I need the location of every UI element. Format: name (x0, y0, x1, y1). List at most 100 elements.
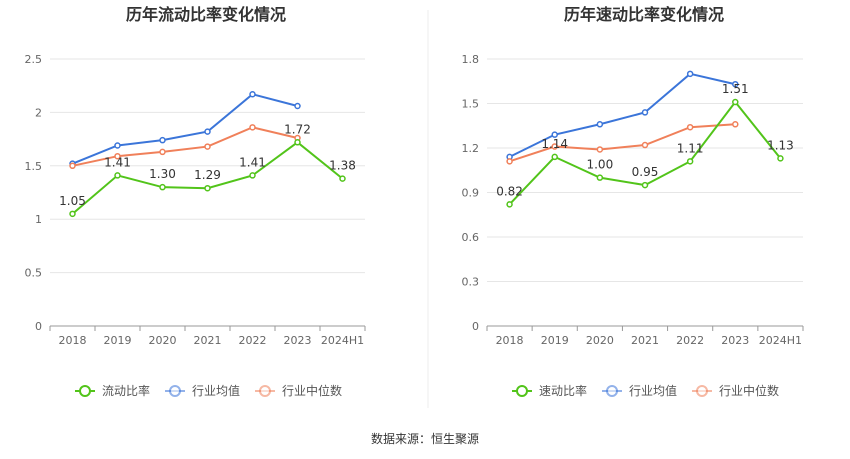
legend-label: 行业中位数 (719, 383, 779, 398)
legend-marker-icon (259, 385, 271, 397)
data-point-primary (686, 158, 694, 165)
x-tick-label: 2018 (496, 334, 524, 347)
data-point-industry-median (641, 141, 649, 149)
data-point-industry-avg (204, 128, 211, 135)
legend-item-primary: 流动比率 (75, 383, 150, 398)
y-tick-label: 2 (35, 106, 42, 119)
x-tick-label: 2019 (541, 334, 569, 347)
data-point-primary (249, 172, 256, 179)
data-point-industry-median (159, 148, 166, 156)
y-tick-label: 1.2 (462, 142, 480, 155)
data-point-industry-avg (686, 70, 694, 78)
grid (487, 58, 803, 282)
data-point-industry-median (732, 121, 739, 128)
legend-marker-icon (696, 385, 708, 397)
legend-marker-icon (169, 385, 181, 397)
data-point-primary (204, 184, 211, 192)
data-point-primary (159, 183, 166, 191)
data-label: 0.82 (496, 184, 523, 198)
data-point-industry-median (249, 124, 256, 131)
y-tick-label: 1.5 (25, 160, 43, 173)
data-label: 1.05 (59, 194, 86, 208)
data-point-industry-median (69, 162, 76, 170)
series (69, 90, 346, 218)
legend-item-industry-median: 行业中位数 (255, 383, 342, 398)
x-tick-label: 2020 (586, 334, 614, 347)
data-label: 1.41 (104, 155, 131, 169)
x-tick-label: 2022 (676, 334, 704, 347)
x-tick-label: 2019 (104, 334, 132, 347)
grid (50, 58, 365, 274)
legend-item-industry-avg: 行业均值 (165, 383, 240, 398)
y-tick-label: 0 (35, 320, 42, 333)
data-point-industry-avg (249, 90, 256, 98)
data-point-primary (777, 155, 784, 162)
y-tick-label: 0.3 (462, 276, 480, 289)
legend-item-industry-median: 行业中位数 (692, 383, 779, 398)
legend-label: 行业均值 (629, 383, 677, 398)
data-point-industry-avg (596, 121, 604, 128)
data-point-industry-avg (641, 109, 649, 116)
x-tick-label: 2020 (149, 334, 177, 347)
y-tick-label: 0.5 (25, 267, 43, 280)
chart-title: 历年速动比率变化情况 (564, 5, 724, 24)
x-tick-label: 2021 (194, 334, 222, 347)
y-tick-label: 2.5 (25, 53, 43, 66)
data-point-primary (69, 210, 76, 218)
data-point-primary (114, 172, 121, 179)
x-tick-label: 2024H1 (759, 334, 802, 347)
series-line-industry-median (509, 123, 736, 163)
data-point-primary (551, 153, 558, 161)
legend-label: 速动比率 (539, 383, 587, 398)
data-point-primary (596, 174, 604, 181)
data-point-industry-avg (114, 142, 121, 149)
x-tick-label: 2023 (721, 334, 749, 347)
data-point-industry-avg (551, 131, 558, 138)
legend-marker-icon (516, 385, 528, 397)
data-labels: 0.82 1.14 1.00 0.95 1.11 1.51 1.13 (496, 82, 794, 198)
legend-label: 流动比率 (102, 383, 150, 398)
data-label: 1.00 (586, 158, 613, 172)
data-labels: 1.05 1.41 1.30 1.29 1.41 1.72 1.38 (59, 122, 356, 208)
y-tick-label: 1.8 (462, 53, 480, 66)
legend: 速动比率 行业均值 行业中位数 (512, 383, 779, 398)
x-tick-label: 2024H1 (321, 334, 364, 347)
series-line-primary (508, 100, 782, 206)
y-tick-label: 0 (472, 320, 479, 333)
legend-marker-icon (606, 385, 618, 397)
series-line-industry-avg (509, 72, 736, 158)
y-tick-label: 0.9 (462, 187, 480, 200)
data-label: 1.41 (239, 155, 266, 169)
data-label: 1.13 (767, 138, 794, 152)
data-point-primary (339, 175, 346, 182)
axes: 0 0.3 0.6 0.9 1.2 1.5 1.8 2018 2019 2020 2021 2022 2… (462, 53, 804, 347)
data-point-industry-median (506, 158, 513, 165)
data-point-industry-median (596, 146, 604, 153)
data-point-primary (506, 201, 513, 208)
data-point-industry-median (686, 123, 694, 131)
data-point-industry-median (114, 152, 121, 160)
chart-title: 历年流动比率变化情况 (126, 5, 286, 24)
y-tick-label: 0.6 (462, 231, 480, 244)
x-tick-label: 2022 (239, 334, 267, 347)
legend-item-industry-avg: 行业均值 (602, 383, 677, 398)
data-point-industry-avg (732, 80, 739, 88)
data-point-primary (294, 139, 301, 146)
quick-ratio-chart: 历年速动比率变化情况 0 0.3 0.6 0.9 1.2 1.5 1.8 2018 2019 20… (462, 5, 804, 398)
data-point-industry-avg (159, 136, 166, 144)
data-label: 1.38 (329, 159, 356, 173)
legend-marker-icon (79, 385, 91, 397)
series (506, 70, 784, 208)
data-point-primary (641, 181, 649, 189)
data-label: 1.11 (677, 141, 704, 155)
x-tick-label: 2023 (284, 334, 312, 347)
current-ratio-chart: 历年流动比率变化情况 0 0.5 1 1.5 2 2.5 2018 2019 2020 2021 2… (25, 5, 366, 398)
data-source-note: 数据来源：恒生聚源 (371, 431, 479, 446)
y-tick-label: 1 (35, 213, 42, 226)
data-point-industry-avg (294, 102, 301, 110)
x-tick-label: 2021 (631, 334, 659, 347)
axes: 0 0.5 1 1.5 2 2.5 2018 2019 2020 2021 2022 2023 2024… (25, 53, 366, 347)
data-label: 0.95 (632, 165, 659, 179)
data-point-industry-median (551, 143, 558, 150)
